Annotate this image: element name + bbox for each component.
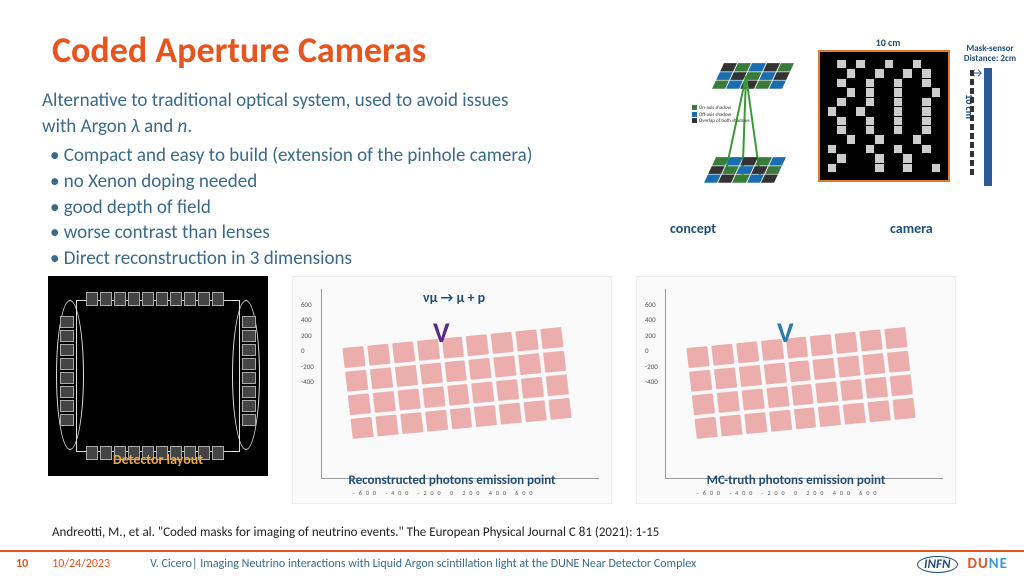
mask-distance-figure: Mask-sensor Distance: 2cm ↔ (966, 50, 1012, 190)
detector-label: Detector layout (48, 451, 268, 468)
mc-truth-plot: 600400200 0-200-400 V MC-truth photons e… (636, 276, 956, 504)
bullet-item: no Xenon doping needed (50, 169, 622, 195)
dune-logo: DUNE (968, 555, 1008, 573)
track-v-mc: V (777, 315, 794, 350)
page-number: 10 (16, 557, 28, 571)
recon-caption: Reconstructed photons emission point (293, 473, 611, 489)
x-ticks: -600 -400 -200 0 200 400 600 (697, 489, 880, 497)
intro-text: Alternative to traditional optical syste… (42, 88, 622, 139)
lambda-symbol: λ (131, 115, 140, 138)
bullet-list: Compact and easy to build (extension of … (42, 143, 622, 271)
figures-row: Detector layout νµ → µ + p 600400200 0-2… (48, 276, 956, 504)
y-ticks: 600400200 0-200-400 (301, 297, 314, 389)
concept-figure: On-axis shadow Off-axis shadow Overlap o… (690, 50, 810, 190)
footer: 10 10/24/2023 V. Cicero| Imaging Neutrin… (0, 550, 1024, 576)
legend-overlap: Overlap of both shadows (699, 118, 750, 124)
camera-label: camera (890, 220, 933, 237)
footer-date: 10/24/2023 (52, 557, 110, 571)
bullet-item: Direct reconstruction in 3 dimensions (50, 246, 622, 272)
mc-caption: MC-truth photons emission point (637, 473, 955, 489)
concept-label: concept (670, 220, 716, 237)
footer-logos: INFN DUNE (917, 555, 1008, 573)
track-v-recon: V (433, 315, 450, 350)
top-right-figures: On-axis shadow Off-axis shadow Overlap o… (690, 50, 1012, 190)
legend-on: On-axis shadow (699, 105, 731, 111)
bullet-item: Compact and easy to build (extension of … (50, 143, 622, 169)
detector-layout-figure: Detector layout (48, 276, 268, 476)
infn-logo: INFN (917, 556, 958, 573)
body-text: Alternative to traditional optical syste… (42, 88, 622, 271)
reconstructed-plot: νµ → µ + p 600400200 0-200-400 V Reconst… (292, 276, 612, 504)
y-ticks: 600400200 0-200-400 (645, 297, 658, 389)
ten-cm-top-label: 10 cm (848, 36, 928, 49)
x-ticks: -600 -400 -200 0 200 400 600 (353, 489, 536, 497)
footer-author: V. Cicero| Imaging Neutrino interactions… (150, 557, 917, 571)
sensor-stack (970, 70, 974, 178)
legend-off: Off-axis shadow (699, 112, 731, 118)
intro-line-1: Alternative to traditional optical syste… (42, 89, 508, 112)
citation: Andreotti, M., et al. "Coded masks for i… (52, 525, 659, 540)
concept-legend: On-axis shadow Off-axis shadow Overlap o… (692, 105, 750, 125)
mask-sensor-label: Mask-sensor Distance: 2cm (960, 44, 1020, 64)
slide-title: Coded Aperture Cameras (52, 28, 426, 72)
camera-figure: 10 cm 10 cm (818, 50, 958, 190)
mask-pattern (818, 50, 950, 182)
concept-drawing: On-axis shadow Off-axis shadow Overlap o… (690, 50, 810, 190)
intro-line-2b: and (140, 115, 178, 138)
intro-line-2a: with Argon (42, 115, 131, 138)
bullet-item: good depth of field (50, 195, 622, 221)
bullet-item: worse contrast than lenses (50, 220, 622, 246)
n-symbol: n (178, 115, 188, 138)
intro-line-2c: . (187, 115, 192, 138)
